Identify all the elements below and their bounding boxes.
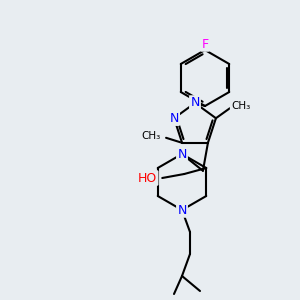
Text: HO: HO [138,172,157,184]
Text: N: N [177,203,187,217]
Text: N: N [177,148,187,160]
Text: N: N [169,112,179,125]
Text: CH₃: CH₃ [231,101,250,111]
Text: N: N [190,97,200,110]
Text: CH₃: CH₃ [142,131,161,141]
Text: F: F [201,38,208,50]
